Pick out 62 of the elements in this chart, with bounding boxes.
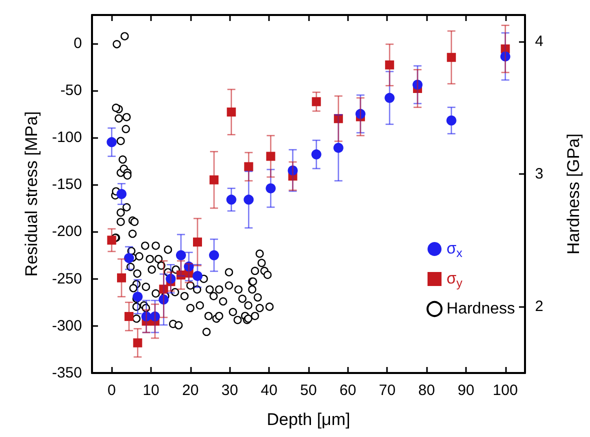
point (166, 274, 176, 284)
x-tick-label: 80 (418, 382, 435, 399)
x-tick-label: 60 (340, 382, 356, 399)
point (106, 137, 117, 148)
point (210, 175, 219, 184)
point (333, 142, 344, 153)
point (107, 236, 116, 245)
point (176, 270, 186, 280)
point (244, 194, 254, 205)
point (446, 116, 456, 126)
point (209, 250, 220, 260)
point (266, 152, 276, 161)
y-tick-label: -100 (52, 128, 82, 146)
legend-label: Hardness (446, 300, 516, 318)
point (311, 149, 322, 160)
y-tick-label: -50 (60, 82, 82, 99)
point (266, 183, 276, 194)
y2-tick-label: 3 (535, 166, 544, 183)
y-tick-label: -350 (52, 364, 82, 382)
point (124, 312, 134, 321)
x-tick-label: 0 (108, 382, 116, 399)
x-tick-label: 70 (378, 382, 396, 399)
y2-tick-label: 2 (535, 298, 544, 316)
point (141, 311, 152, 322)
point (334, 114, 343, 124)
y2-axis-title: Hardness [GPa] (564, 134, 583, 254)
point (312, 97, 321, 106)
y-axis-title: Residual stress [MPa] (22, 111, 41, 277)
x-tick-label: 50 (300, 382, 317, 399)
point (117, 273, 126, 282)
point (192, 270, 202, 281)
point (132, 292, 143, 302)
point (226, 194, 236, 205)
point (355, 108, 366, 119)
y-tick-label: -150 (52, 176, 82, 194)
y-tick-label: -200 (52, 223, 82, 240)
point (192, 238, 202, 247)
point (500, 51, 510, 62)
y-tick-label: -250 (52, 270, 82, 288)
point (133, 338, 142, 348)
point (150, 311, 160, 322)
point (124, 253, 134, 264)
x-tick-label: 30 (221, 382, 238, 399)
x-tick-label: 100 (492, 382, 518, 399)
x-tick-label: 10 (142, 382, 160, 399)
y2-tick-label: 4 (535, 33, 544, 50)
point (446, 52, 456, 62)
point (288, 165, 298, 176)
x-tick-label: 40 (260, 382, 278, 399)
point (412, 80, 423, 90)
point (116, 189, 127, 199)
point (159, 284, 168, 294)
x-tick-label: 90 (458, 382, 474, 399)
point (384, 92, 395, 103)
y-tick-label: -300 (52, 317, 82, 334)
y-tick-label: 0 (74, 34, 82, 52)
x-axis-title: Depth [μm] (266, 410, 350, 429)
x-tick-label: 20 (182, 382, 199, 399)
point (385, 60, 394, 70)
point (244, 162, 254, 172)
point (226, 108, 236, 117)
point (158, 294, 169, 305)
